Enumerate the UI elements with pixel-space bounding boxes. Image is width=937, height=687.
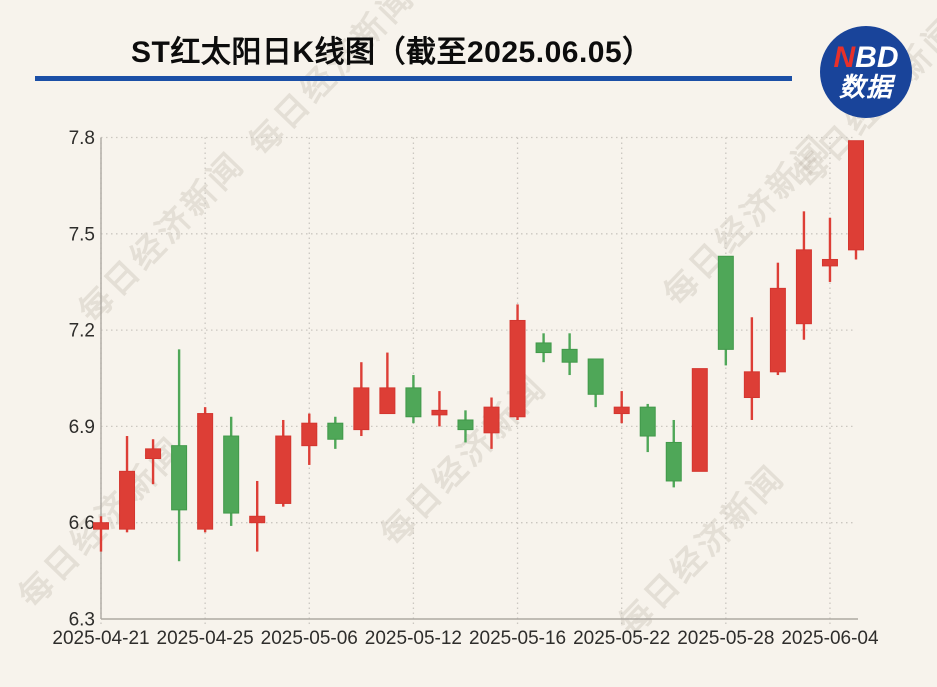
candle-body-down bbox=[561, 348, 578, 363]
candle-body-down bbox=[639, 406, 656, 437]
nbd-logo-bd: BD bbox=[855, 41, 899, 75]
x-tick-label: 2025-06-04 bbox=[781, 628, 879, 649]
candle-body-up bbox=[431, 409, 448, 416]
x-tick-label: 2025-04-25 bbox=[157, 628, 254, 649]
candle-body-down bbox=[535, 342, 552, 354]
y-tick-label: 6.9 bbox=[69, 417, 95, 438]
nbd-logo-subtitle: 数据 bbox=[838, 72, 893, 103]
candle-wick-up bbox=[438, 391, 441, 427]
candle-body-up bbox=[353, 387, 370, 431]
candle-body-up bbox=[119, 470, 136, 530]
x-tick-label: 2025-05-16 bbox=[469, 628, 566, 649]
candle-body-down bbox=[587, 358, 604, 395]
title-divider bbox=[35, 76, 792, 81]
candle-wick-up bbox=[99, 516, 103, 552]
candle-body-down bbox=[665, 441, 682, 482]
candle-body-up bbox=[93, 522, 109, 530]
candle-body-up bbox=[821, 258, 838, 267]
x-tick-label: 2025-05-06 bbox=[261, 628, 358, 649]
candle-body-down bbox=[223, 435, 240, 514]
candle-body-up bbox=[509, 319, 526, 418]
candle-body-up bbox=[848, 140, 864, 251]
candle-body-down bbox=[457, 419, 474, 431]
nbd-logo: NBD 数据 bbox=[820, 26, 912, 118]
candle-body-down bbox=[405, 387, 422, 418]
y-tick-label: 7.5 bbox=[69, 224, 95, 245]
candle-body-up bbox=[769, 287, 786, 373]
candle-body-up bbox=[197, 413, 214, 530]
y-tick-label: 7.8 bbox=[69, 128, 95, 149]
candle-body-up bbox=[249, 515, 266, 524]
nbd-logo-n: N bbox=[833, 41, 856, 75]
x-tick-label: 2025-04-21 bbox=[52, 628, 149, 649]
x-tick-label: 2025-05-28 bbox=[677, 628, 774, 649]
candle-body-up bbox=[301, 422, 318, 447]
candle-body-up bbox=[483, 406, 500, 434]
candle-body-up bbox=[145, 448, 162, 459]
candle-body-up bbox=[795, 249, 812, 325]
y-tick-label: 6.3 bbox=[69, 610, 95, 631]
candle-body-up bbox=[379, 387, 396, 415]
candle-body-up bbox=[275, 435, 292, 504]
candle-wick-up bbox=[750, 317, 754, 420]
candle-wick-up bbox=[386, 352, 389, 414]
candle-body-up bbox=[613, 406, 630, 415]
y-tick-label: 6.6 bbox=[69, 513, 95, 534]
candle-body-down bbox=[717, 255, 734, 350]
candle-body-down bbox=[327, 422, 344, 440]
candle-body-up bbox=[743, 371, 760, 399]
candle-body-up bbox=[691, 368, 708, 472]
x-tick-label: 2025-05-12 bbox=[365, 628, 462, 649]
page-title: ST红太阳日K线图（截至2025.06.05） bbox=[131, 36, 653, 69]
candle-body-down bbox=[171, 445, 188, 511]
candle-wick-up bbox=[151, 439, 155, 485]
nbd-logo-text: NBD bbox=[833, 43, 898, 74]
y-tick-label: 7.2 bbox=[69, 321, 95, 342]
candle-wick-up bbox=[828, 217, 832, 282]
x-tick-label: 2025-05-22 bbox=[573, 628, 670, 649]
